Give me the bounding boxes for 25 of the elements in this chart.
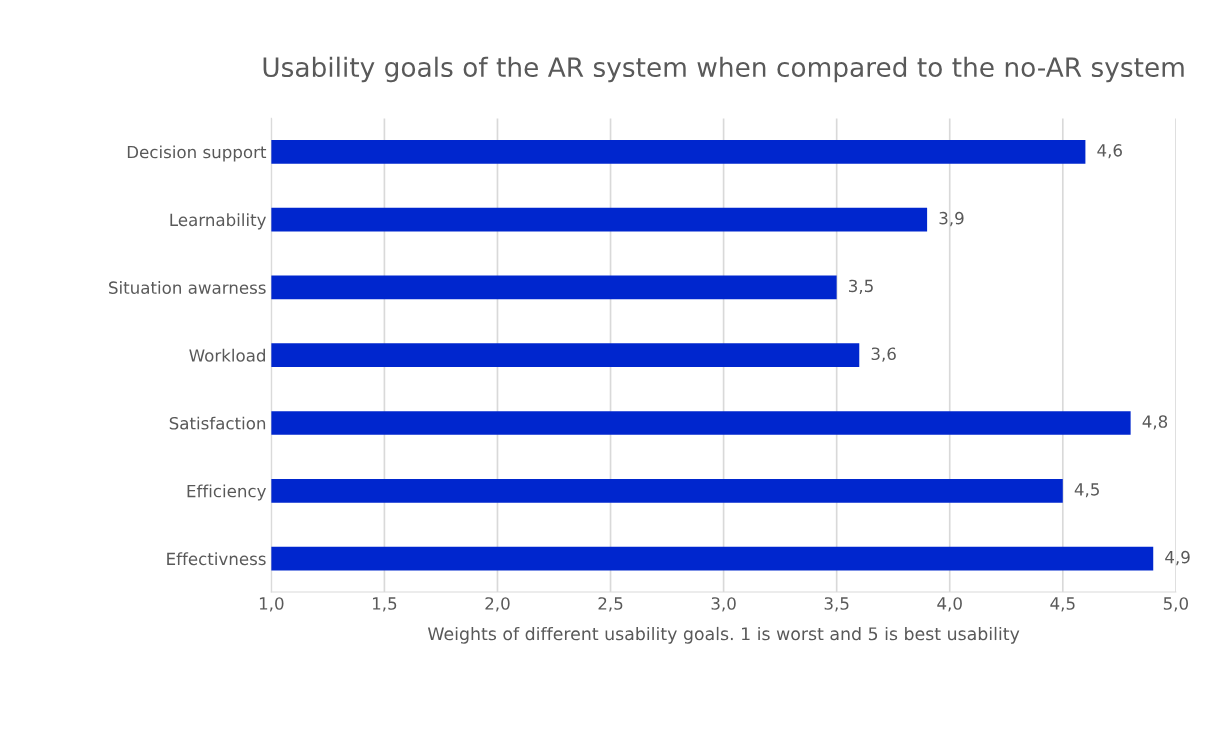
y-tick-label: Learnability [170,213,266,230]
data-label: 4,5 [1074,483,1099,498]
data-label: 4,6 [1097,144,1122,159]
x-tick-label: 4,0 [937,597,962,612]
y-tick-label: Situation awarness [109,281,266,294]
y-tick-label: Satisfaction [169,416,266,430]
x-tick-label: 2,0 [485,597,510,612]
x-tick-label: 3,5 [824,597,849,612]
chart-title: Usability goals of the AR system when compared to the no-AR system [263,56,1184,83]
y-tick-label: Efficiency [187,484,266,501]
x-tick-label: 1,5 [372,597,397,612]
data-label: 4,8 [1142,415,1168,430]
x-tick-label: 4,5 [1050,597,1075,612]
x-tick-label: 2,5 [598,597,623,612]
x-tick-label: 3,0 [711,597,736,612]
data-label: 3,5 [849,279,873,294]
x-axis-title: Weights of different usability goals. 1 is worst and 5 is best usability [427,626,1020,644]
y-tick-label: Effectivness [167,552,266,566]
data-label: 3,9 [939,211,964,227]
x-tick-label: 1,0 [259,597,284,612]
y-tick-label: Decision support [127,145,267,162]
x-tick-label: 5,0 [1163,597,1188,612]
data-label: 3,6 [871,347,896,362]
y-tick-label: Workload [189,348,265,362]
data-label: 4,9 [1165,550,1190,566]
